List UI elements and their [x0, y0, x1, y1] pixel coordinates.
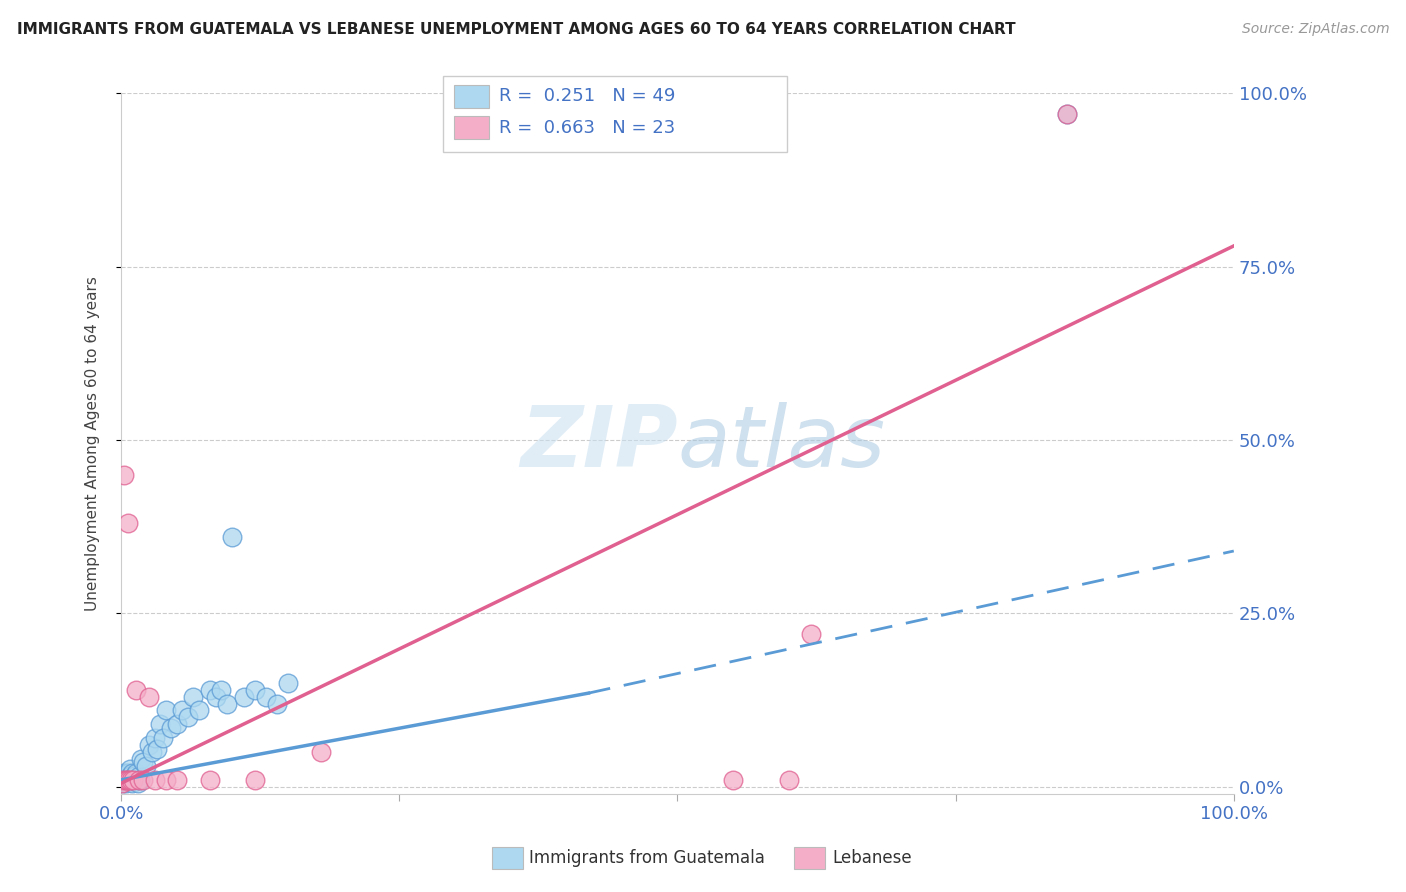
Point — [124, 769, 146, 783]
Point — [215, 697, 238, 711]
Point — [121, 765, 143, 780]
Point — [721, 772, 744, 787]
Text: atlas: atlas — [678, 402, 886, 485]
Point — [177, 710, 200, 724]
Point — [112, 772, 135, 787]
Point — [254, 690, 277, 704]
Point — [183, 690, 205, 704]
Point — [114, 765, 136, 780]
Point — [141, 745, 163, 759]
Text: ZIP: ZIP — [520, 402, 678, 485]
Y-axis label: Unemployment Among Ages 60 to 64 years: Unemployment Among Ages 60 to 64 years — [86, 277, 100, 611]
Point — [266, 697, 288, 711]
Point — [118, 772, 141, 787]
Point — [135, 759, 157, 773]
Point — [800, 627, 823, 641]
Text: IMMIGRANTS FROM GUATEMALA VS LEBANESE UNEMPLOYMENT AMONG AGES 60 TO 64 YEARS COR: IMMIGRANTS FROM GUATEMALA VS LEBANESE UN… — [17, 22, 1015, 37]
Point — [122, 772, 145, 787]
Point — [160, 721, 183, 735]
Point — [166, 772, 188, 787]
Point — [172, 703, 194, 717]
Point — [143, 772, 166, 787]
Point — [114, 772, 136, 787]
Point — [118, 769, 141, 783]
Point — [129, 752, 152, 766]
Text: Lebanese: Lebanese — [832, 849, 912, 867]
Point — [155, 703, 177, 717]
Point — [121, 776, 143, 790]
Point — [243, 772, 266, 787]
Point — [143, 731, 166, 746]
Point — [114, 772, 136, 787]
Point — [129, 772, 152, 787]
Point — [145, 741, 167, 756]
Point — [188, 703, 211, 717]
Point — [118, 772, 141, 787]
Point — [778, 772, 800, 787]
Point — [128, 772, 150, 787]
Text: R =  0.663   N = 23: R = 0.663 N = 23 — [499, 119, 675, 136]
Point — [311, 745, 333, 759]
Point — [117, 769, 139, 783]
Point — [209, 682, 232, 697]
Point — [166, 717, 188, 731]
Point — [124, 765, 146, 780]
Point — [111, 776, 134, 790]
Point — [232, 690, 254, 704]
Text: Source: ZipAtlas.com: Source: ZipAtlas.com — [1241, 22, 1389, 37]
Point — [122, 772, 145, 787]
Point — [115, 772, 138, 787]
Point — [138, 690, 160, 704]
Text: R =  0.251   N = 49: R = 0.251 N = 49 — [499, 87, 675, 105]
Point — [155, 772, 177, 787]
Point — [115, 765, 138, 780]
Point — [114, 467, 136, 482]
Point — [204, 690, 226, 704]
Point — [114, 769, 136, 783]
Point — [1056, 107, 1078, 121]
Point — [128, 769, 150, 783]
Point — [132, 756, 155, 770]
Point — [112, 776, 135, 790]
Point — [125, 772, 148, 787]
Point — [132, 772, 155, 787]
Point — [1056, 107, 1078, 121]
Point — [118, 763, 141, 777]
Point — [149, 717, 172, 731]
Point — [277, 675, 299, 690]
Point — [138, 738, 160, 752]
Point — [198, 682, 221, 697]
Point — [120, 772, 142, 787]
Point — [115, 772, 138, 787]
Text: Immigrants from Guatemala: Immigrants from Guatemala — [529, 849, 765, 867]
Point — [117, 516, 139, 531]
Point — [124, 682, 146, 697]
Point — [152, 731, 174, 746]
Point — [243, 682, 266, 697]
Point — [198, 772, 221, 787]
Point — [221, 530, 243, 544]
Point — [117, 765, 139, 780]
Point — [127, 776, 149, 790]
Point — [120, 772, 142, 787]
Point — [114, 776, 136, 790]
